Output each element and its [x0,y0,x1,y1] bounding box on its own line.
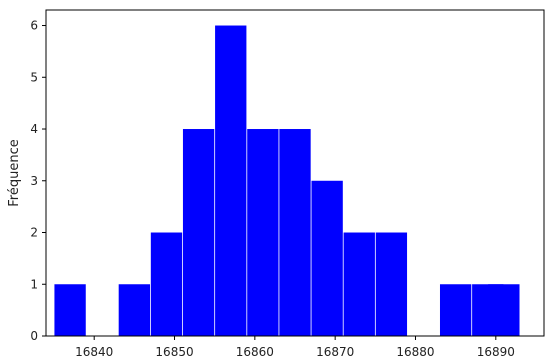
x-axis-ticks: 16840 16850 16860 16870 16880 16890 [75,336,515,359]
bars-group [54,25,520,337]
histogram-bar [311,180,343,336]
y-axis-label: Fréquence [7,139,22,206]
y-tick-label: 1 [30,277,38,291]
y-axis-ticks: 0 1 2 3 4 5 6 [30,19,46,343]
histogram-bar [279,129,311,336]
histogram-bar [247,129,279,336]
x-tick-label: 16890 [477,345,515,359]
y-tick-label: 4 [30,122,38,136]
y-tick-label: 2 [30,226,38,240]
histogram-bar [118,284,151,336]
x-tick-label: 16840 [75,345,113,359]
histogram-bar [150,232,183,336]
histogram-bar [343,232,375,336]
y-tick-label: 5 [30,70,38,84]
histogram-bar [375,232,408,336]
plot-frame [45,9,545,337]
x-tick-label: 16850 [155,345,193,359]
histogram-bar [439,284,472,336]
histogram-bar [215,25,247,337]
y-tick-label: 6 [30,19,38,33]
x-tick-label: 16880 [396,345,434,359]
x-tick-label: 16860 [236,345,274,359]
x-tick-label: 16870 [316,345,354,359]
y-tick-label: 3 [30,174,38,188]
histogram-bar [488,284,520,336]
histogram-bar [54,284,86,336]
y-tick-label: 0 [30,329,38,343]
histogram-bar [182,129,215,336]
